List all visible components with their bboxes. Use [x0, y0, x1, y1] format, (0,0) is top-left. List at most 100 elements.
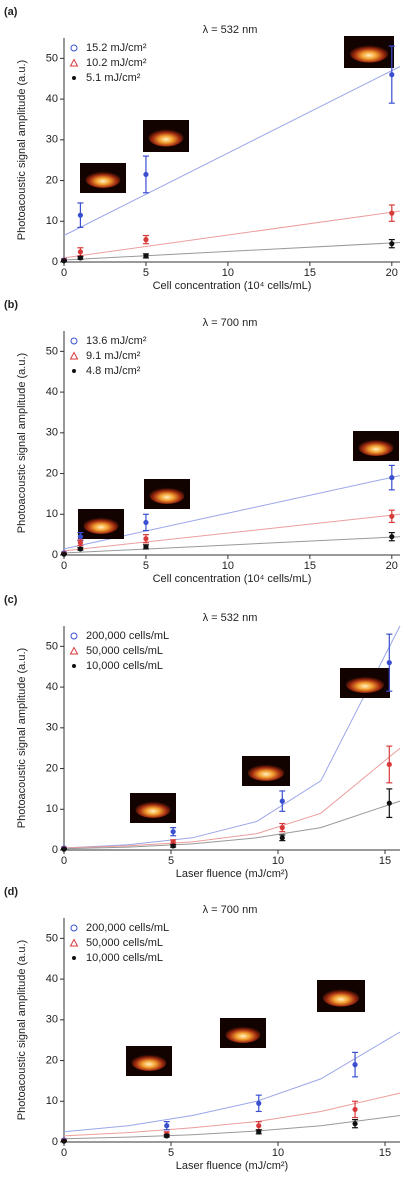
data-point	[78, 213, 83, 218]
x-tick-label: 5	[168, 855, 174, 867]
legend-label: 4.8 mJ/cm²	[86, 365, 141, 377]
thumbnail-blob	[346, 676, 384, 693]
data-point	[387, 660, 392, 665]
panel-label: (d)	[4, 886, 18, 898]
panel-label: (b)	[4, 299, 18, 311]
legend-label: 13.6 mJ/cm²	[86, 335, 147, 347]
data-point	[256, 1129, 261, 1134]
data-point	[78, 249, 83, 254]
data-point	[389, 211, 394, 216]
data-point	[78, 534, 83, 539]
y-axis-label: Photoacoustic signal amplitude (a.u.)	[16, 940, 28, 1120]
data-point	[387, 801, 392, 806]
y-tick-label: 10	[46, 1095, 58, 1107]
y-tick-label: 20	[46, 762, 58, 774]
y-tick-label: 10	[46, 508, 58, 520]
y-tick-label: 20	[46, 1054, 58, 1066]
thumbnail-blob	[359, 439, 394, 456]
data-point	[389, 534, 394, 539]
legend-label: 200,000 cells/mL	[86, 630, 169, 642]
chart-title: λ = 700 nm	[203, 317, 258, 329]
data-point	[164, 1133, 169, 1138]
data-point	[143, 520, 148, 525]
x-tick-label: 0	[61, 560, 67, 572]
legend-marker	[72, 664, 76, 668]
x-tick-label: 10	[222, 267, 234, 279]
y-tick-label: 50	[46, 932, 58, 944]
data-point	[78, 546, 83, 551]
fit-line	[64, 537, 400, 553]
data-point	[352, 1062, 357, 1067]
legend-marker	[71, 338, 77, 344]
y-tick-label: 20	[46, 174, 58, 186]
y-axis-label: Photoacoustic signal amplitude (a.u.)	[16, 60, 28, 240]
y-tick-label: 0	[52, 1136, 58, 1148]
x-tick-label: 10	[272, 1147, 284, 1159]
data-point	[143, 253, 148, 258]
legend-marker	[72, 76, 76, 80]
data-point	[280, 799, 285, 804]
figure: (a) λ = 532 nm Photoacoustic signal amplit…	[0, 0, 409, 1183]
legend-label: 15.2 mJ/cm²	[86, 42, 147, 54]
fit-line	[64, 748, 400, 848]
legend-label: 9.1 mJ/cm²	[86, 350, 141, 362]
thumbnail-blob	[149, 129, 184, 147]
data-point	[143, 237, 148, 242]
data-point	[389, 241, 394, 246]
data-point	[389, 72, 394, 77]
y-axis-label: Photoacoustic signal amplitude (a.u.)	[16, 648, 28, 828]
data-point	[164, 1123, 169, 1128]
y-axis-label: Photoacoustic signal amplitude (a.u.)	[16, 353, 28, 533]
data-point	[387, 762, 392, 767]
legend-marker	[71, 353, 78, 360]
x-axis-label: Cell concentration (10⁴ cells/mL)	[153, 280, 312, 292]
legend-marker	[72, 369, 76, 373]
x-tick-label: 20	[386, 560, 398, 572]
y-tick-label: 10	[46, 215, 58, 227]
x-axis-label: Laser fluence (mJ/cm²)	[176, 868, 288, 880]
x-tick-label: 20	[386, 267, 398, 279]
panel-label: (a)	[4, 6, 18, 18]
chart-title: λ = 532 nm	[203, 612, 258, 624]
fit-line	[64, 801, 400, 849]
x-tick-label: 15	[379, 1147, 391, 1159]
x-tick-label: 10	[272, 855, 284, 867]
x-tick-label: 10	[222, 560, 234, 572]
data-point	[143, 536, 148, 541]
data-point	[352, 1107, 357, 1112]
y-tick-label: 30	[46, 134, 58, 146]
data-point	[389, 475, 394, 480]
thumbnail-blob	[84, 517, 119, 534]
y-tick-label: 30	[46, 427, 58, 439]
data-point	[78, 540, 83, 545]
legend-marker	[71, 60, 78, 67]
x-tick-label: 5	[168, 1147, 174, 1159]
thumbnail-blob	[350, 45, 388, 63]
legend-label: 5.1 mJ/cm²	[86, 72, 141, 84]
data-point	[61, 1139, 66, 1144]
legend-marker	[71, 648, 78, 655]
x-axis-label: Laser fluence (mJ/cm²)	[176, 1160, 288, 1172]
legend-label: 200,000 cells/mL	[86, 922, 169, 934]
x-tick-label: 0	[61, 267, 67, 279]
y-tick-label: 40	[46, 93, 58, 105]
data-point	[61, 552, 66, 557]
x-tick-label: 15	[379, 855, 391, 867]
data-point	[143, 544, 148, 549]
legend-marker	[72, 956, 76, 960]
legend-marker	[71, 940, 78, 947]
fit-line	[64, 67, 400, 236]
y-tick-label: 50	[46, 640, 58, 652]
chart-title: λ = 700 nm	[203, 904, 258, 916]
legend-label: 10,000 cells/mL	[86, 660, 163, 672]
y-tick-label: 50	[46, 345, 58, 357]
legend-marker	[71, 925, 77, 931]
thumbnail-blob	[150, 487, 185, 504]
data-point	[389, 514, 394, 519]
x-tick-label: 15	[304, 560, 316, 572]
data-point	[352, 1121, 357, 1126]
y-tick-label: 40	[46, 681, 58, 693]
y-tick-label: 0	[52, 844, 58, 856]
